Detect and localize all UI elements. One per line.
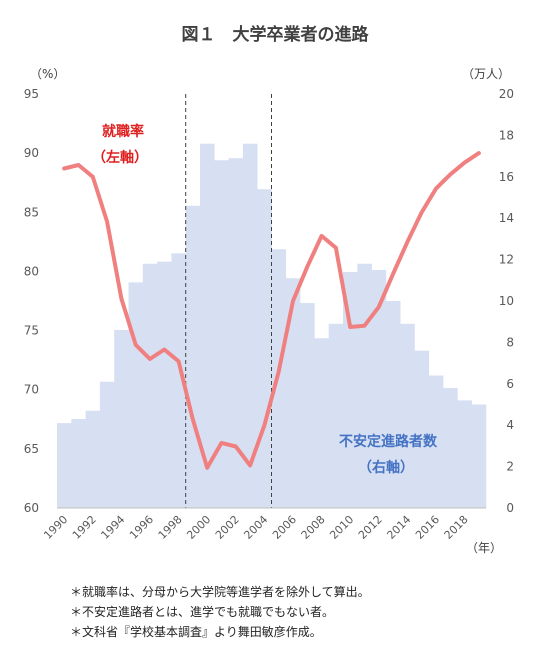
- bar-2015: [414, 350, 430, 508]
- footnote-1: ＊就職率は、分母から大学院等進学者を除外して算出。: [70, 585, 370, 599]
- left-tick-label-80: 80: [24, 264, 39, 278]
- right-tick-label-20: 20: [499, 87, 514, 101]
- x-tick-label-2016: 2016: [413, 513, 442, 542]
- right-tick-label-8: 8: [506, 335, 514, 349]
- bar-2007: [300, 303, 315, 508]
- right-tick-label-2: 2: [506, 460, 514, 474]
- left-tick-label-90: 90: [24, 146, 39, 160]
- x-tick-label-2004: 2004: [241, 513, 270, 542]
- bar-2014: [400, 323, 415, 508]
- footnote-2: ＊不安定進路者とは、進学でも就職でもない者。: [70, 605, 335, 619]
- x-tick-label-2010: 2010: [327, 513, 356, 542]
- x-tick-label-2002: 2002: [213, 513, 242, 542]
- footnotes: ＊就職率は、分母から大学院等進学者を除外して算出。 ＊不安定進路者とは、進学でも…: [70, 582, 370, 642]
- chart-title: 図１ 大学卒業者の進路: [181, 25, 369, 45]
- right-tick-label-4: 4: [506, 418, 514, 432]
- x-tick-label-1998: 1998: [156, 513, 185, 542]
- bar-2000: [200, 143, 215, 508]
- left-tick-label-70: 70: [24, 383, 39, 397]
- right-tick-label-16: 16: [499, 170, 514, 184]
- bar-1996: [142, 263, 158, 508]
- employment-rate-line: [62, 151, 481, 470]
- bar-2012: [371, 269, 387, 508]
- x-tick-label-2000: 2000: [184, 513, 213, 542]
- left-axis-unit: （%）: [30, 67, 65, 81]
- bar-2002: [228, 158, 244, 509]
- bar-2019: [471, 404, 487, 508]
- right-axis-unit: （万人）: [462, 67, 510, 81]
- x-tick-label-2012: 2012: [356, 513, 385, 542]
- employment-rate-axis-note: （左軸）: [92, 149, 148, 166]
- left-tick-label-75: 75: [24, 324, 39, 338]
- bar-2003: [242, 143, 258, 508]
- bar-1995: [128, 282, 144, 508]
- bar-2004: [257, 189, 272, 508]
- bar-2016: [428, 375, 444, 508]
- x-tick-label-2008: 2008: [299, 513, 328, 542]
- bar-1991: [71, 418, 86, 508]
- right-tick-label-14: 14: [499, 211, 514, 225]
- bar-1999: [185, 205, 201, 508]
- right-tick-label-12: 12: [499, 253, 514, 267]
- left-tick-label-85: 85: [24, 205, 39, 219]
- bar-1993: [99, 381, 115, 508]
- bar-1998: [171, 253, 186, 508]
- x-axis-unit: （年）: [466, 541, 502, 555]
- chart-canvas: 60 65 70 75 80 85 90 95 0 2 4 6 8 10 12 14 16 18 20 （%） （万人）…: [24, 67, 514, 555]
- right-tick-label-0: 0: [506, 501, 514, 515]
- x-tick-label-1990: 1990: [41, 513, 70, 542]
- bar-1997: [157, 261, 172, 508]
- left-tick-label-95: 95: [24, 87, 39, 101]
- right-tick-label-10: 10: [499, 294, 514, 308]
- bar-2013: [385, 301, 401, 508]
- bar-1992: [85, 410, 101, 508]
- x-tick-label-1992: 1992: [70, 513, 99, 542]
- bar-2006: [285, 278, 301, 508]
- footnote-3: ＊文科省『学校基本調査』より舞田敏彦作成。: [70, 625, 322, 639]
- bar-2008: [314, 338, 329, 508]
- bar-2018: [457, 400, 472, 508]
- x-tick-label-2018: 2018: [442, 513, 471, 542]
- right-tick-label-18: 18: [499, 128, 514, 142]
- unstable-path-axis-note: （右軸）: [358, 459, 414, 476]
- bar-2017: [443, 387, 458, 508]
- left-tick-label-60: 60: [24, 501, 39, 515]
- unstable-path-label: 不安定進路者数: [339, 433, 438, 450]
- x-tick-label-1996: 1996: [127, 513, 156, 542]
- x-tick-label-1994: 1994: [98, 513, 127, 542]
- left-tick-label-65: 65: [24, 442, 39, 456]
- right-tick-label-6: 6: [506, 377, 514, 391]
- x-tick-label-2006: 2006: [270, 513, 299, 542]
- x-tick-label-2014: 2014: [384, 513, 413, 542]
- bar-1990: [57, 423, 72, 508]
- employment-rate-label: 就職率: [102, 123, 144, 140]
- bar-1994: [114, 329, 129, 508]
- bar-2009: [328, 323, 344, 508]
- bar-2001: [214, 160, 229, 509]
- bar-2010: [343, 272, 358, 508]
